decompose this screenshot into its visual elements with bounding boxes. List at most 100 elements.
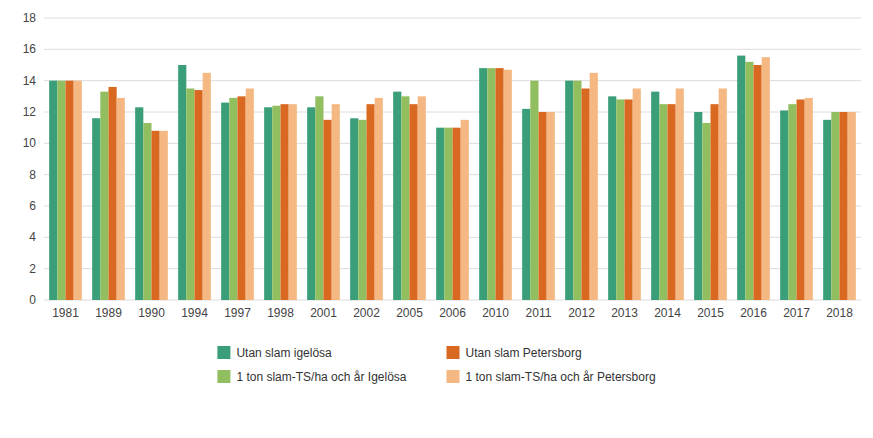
bar	[160, 131, 168, 300]
x-tick-label: 2017	[783, 306, 810, 320]
bar	[702, 123, 710, 300]
y-tick-label: 4	[29, 230, 36, 244]
bar	[117, 98, 125, 300]
bar	[711, 104, 719, 300]
bar	[754, 65, 762, 300]
y-tick-label: 14	[23, 74, 37, 88]
bar	[496, 68, 504, 300]
bar	[479, 68, 487, 300]
legend-item: 1 ton slam-TS/ha och år Petersborg	[447, 370, 656, 384]
grid-line	[44, 49, 861, 50]
bar	[745, 62, 753, 300]
bar	[651, 92, 659, 300]
bar	[74, 81, 82, 300]
legend-item: 1 ton slam-TS/ha och år Igelösa	[217, 370, 406, 384]
bar	[823, 120, 831, 300]
bar	[788, 104, 796, 300]
x-tick-label: 1989	[95, 306, 122, 320]
bar	[143, 123, 151, 300]
bar	[436, 128, 444, 300]
x-tick-label: 1990	[138, 306, 165, 320]
bar	[238, 96, 246, 300]
x-tick-label: 2015	[697, 306, 724, 320]
bar	[719, 89, 727, 301]
bar	[582, 89, 590, 301]
bar	[350, 118, 358, 300]
bar	[848, 112, 856, 300]
bar	[633, 89, 641, 301]
bar	[100, 92, 108, 300]
bar	[547, 112, 555, 300]
bar	[229, 98, 237, 300]
bar	[324, 120, 332, 300]
legend-swatch	[447, 370, 460, 383]
bar	[659, 104, 667, 300]
bar	[608, 96, 616, 300]
bars	[49, 56, 856, 300]
x-tick-label: 2001	[310, 306, 337, 320]
bar	[289, 104, 297, 300]
bar	[393, 92, 401, 300]
bar	[281, 104, 289, 300]
bar	[57, 81, 65, 300]
y-tick-label: 6	[29, 199, 36, 213]
bar	[780, 110, 788, 300]
bar	[307, 107, 315, 300]
y-axis: 024681012141618	[23, 11, 861, 307]
bar	[444, 128, 452, 300]
y-tick-label: 8	[29, 168, 36, 182]
x-tick-label: 2005	[396, 306, 423, 320]
bar	[49, 81, 57, 300]
legend-swatch	[217, 346, 230, 359]
x-tick-label: 1981	[52, 306, 79, 320]
bar	[453, 128, 461, 300]
legend-swatch	[447, 346, 460, 359]
bar	[504, 70, 512, 300]
bar	[264, 107, 272, 300]
bar	[195, 90, 203, 300]
y-tick-label: 16	[23, 42, 37, 56]
bar	[522, 109, 530, 300]
x-tick-label: 2016	[740, 306, 767, 320]
y-tick-label: 2	[29, 262, 36, 276]
bar	[530, 81, 538, 300]
x-tick-label: 2006	[439, 306, 466, 320]
x-tick-label: 2012	[568, 306, 595, 320]
bar	[805, 98, 813, 300]
bar	[92, 118, 100, 300]
bar	[539, 112, 547, 300]
grid-line	[44, 18, 861, 19]
x-tick-label: 1997	[224, 306, 251, 320]
bar	[66, 81, 74, 300]
x-tick-label: 2010	[482, 306, 509, 320]
x-tick-label: 1994	[181, 306, 208, 320]
bar	[375, 98, 383, 300]
x-tick-label: 2002	[353, 306, 380, 320]
bar	[737, 56, 745, 300]
bar	[203, 73, 211, 300]
x-tick-label: 1998	[267, 306, 294, 320]
bar	[565, 81, 573, 300]
bar	[315, 96, 323, 300]
legend-label: Utan slam igelösa	[236, 346, 332, 360]
bar	[221, 103, 229, 300]
bar	[401, 96, 409, 300]
legend-label: 1 ton slam-TS/ha och år Igelösa	[236, 370, 406, 384]
bar	[418, 96, 426, 300]
bar	[246, 89, 254, 301]
x-axis: 1981 1989 1990 1994 1997 1998 2001 2002 2005 2006…	[52, 306, 853, 320]
bar	[616, 99, 624, 300]
bar	[676, 89, 684, 301]
x-tick-label: 2014	[654, 306, 681, 320]
bar	[694, 112, 702, 300]
legend: Utan slam igelösa 1 ton slam-TS/ha och år…	[217, 346, 655, 384]
bar	[272, 106, 280, 300]
x-tick-label: 2011	[526, 306, 552, 320]
y-tick-label: 12	[23, 105, 37, 119]
bar	[625, 99, 633, 300]
y-tick-label: 10	[23, 136, 37, 150]
chart: 0246810121416181981198919901994199719982…	[0, 0, 873, 438]
bar	[109, 87, 117, 300]
legend-label: 1 ton slam-TS/ha och år Petersborg	[466, 370, 656, 384]
legend-label: Utan slam Petersborg	[466, 346, 582, 360]
